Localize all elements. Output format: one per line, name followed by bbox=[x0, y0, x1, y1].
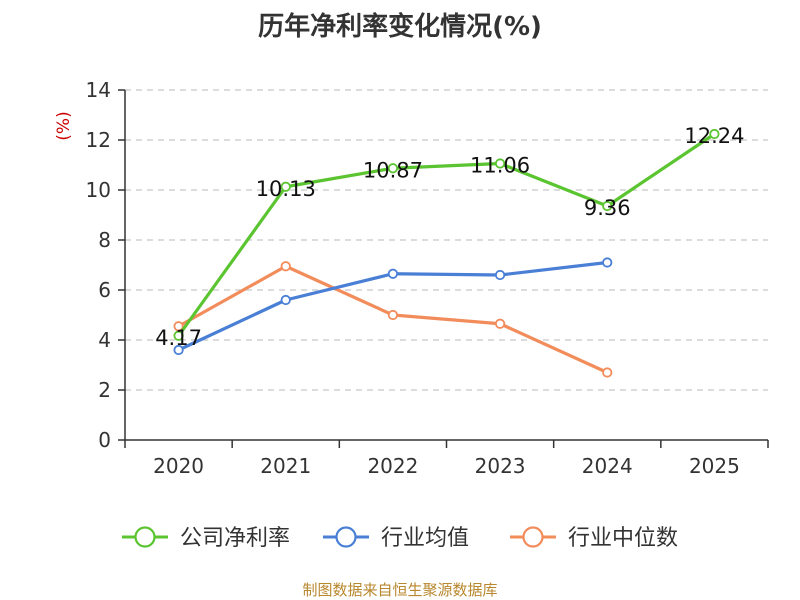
x-tick-label: 2023 bbox=[475, 454, 526, 478]
legend-label: 行业均值 bbox=[381, 526, 469, 551]
data-point bbox=[387, 268, 399, 279]
chart-title: 历年净利率变化情况(%) bbox=[258, 12, 542, 42]
data-point bbox=[387, 163, 399, 174]
y-tick-label: 12 bbox=[86, 128, 111, 152]
data-point bbox=[173, 321, 184, 332]
legend-swatch-marker bbox=[522, 526, 544, 548]
data-point bbox=[602, 257, 613, 268]
data-point bbox=[280, 261, 291, 272]
data-point bbox=[387, 309, 399, 321]
y-tick-label: 6 bbox=[98, 278, 111, 302]
data-label: 11.06 bbox=[470, 154, 530, 178]
y-tick-label: 14 bbox=[86, 78, 111, 102]
legend-item[interactable]: 行业中位数 bbox=[510, 526, 678, 551]
y-tick-label: 10 bbox=[86, 178, 111, 202]
legend: 公司净利率 行业均值 行业中位数 bbox=[122, 526, 678, 551]
y-tick-label: 0 bbox=[98, 428, 111, 452]
legend-label: 行业中位数 bbox=[568, 526, 678, 551]
data-label: 10.13 bbox=[256, 177, 316, 201]
data-label: 9.36 bbox=[584, 196, 631, 220]
data-label: 12.24 bbox=[684, 124, 744, 148]
grid-layer bbox=[125, 89, 768, 391]
x-tick-label: 2020 bbox=[153, 454, 204, 478]
data-point bbox=[494, 269, 506, 281]
data-point bbox=[602, 367, 613, 378]
legend-item[interactable]: 公司净利率 bbox=[122, 526, 290, 551]
x-tick-label: 2024 bbox=[582, 454, 633, 478]
data-label-layer: 4.17 10.13 10.87 11.06 9.36 12.24 bbox=[155, 124, 744, 350]
y-tick-label: 2 bbox=[98, 378, 111, 402]
data-point bbox=[602, 200, 613, 212]
data-point bbox=[709, 128, 720, 140]
data-point bbox=[494, 318, 506, 329]
data-point bbox=[173, 344, 184, 356]
data-point bbox=[280, 181, 291, 192]
y-tick-label: 8 bbox=[98, 228, 111, 252]
data-label: 10.87 bbox=[363, 158, 423, 182]
data-label: 4.17 bbox=[155, 326, 202, 350]
legend-swatch-marker bbox=[335, 526, 357, 548]
legend-swatch-marker bbox=[134, 526, 156, 548]
data-point bbox=[173, 330, 184, 341]
legend-label: 公司净利率 bbox=[180, 526, 290, 551]
x-tick-label: 2025 bbox=[689, 454, 740, 478]
y-tick-label: 4 bbox=[98, 328, 111, 352]
legend-item[interactable]: 行业均值 bbox=[323, 526, 469, 551]
data-point bbox=[280, 294, 291, 306]
data-point bbox=[494, 158, 506, 169]
x-tick-label: 2022 bbox=[367, 454, 418, 478]
x-tick-label: 2021 bbox=[260, 454, 311, 478]
axis-layer: 0 2 4 6 8 10 12 14 2020 2021 2022 2023 2024 2025 (%) bbox=[54, 78, 769, 478]
y-axis-label: (%) bbox=[54, 111, 74, 140]
series-layer bbox=[173, 128, 720, 378]
source-note: 制图数据来自恒生聚源数据库 bbox=[302, 581, 498, 599]
series-line-company bbox=[177, 132, 716, 337]
